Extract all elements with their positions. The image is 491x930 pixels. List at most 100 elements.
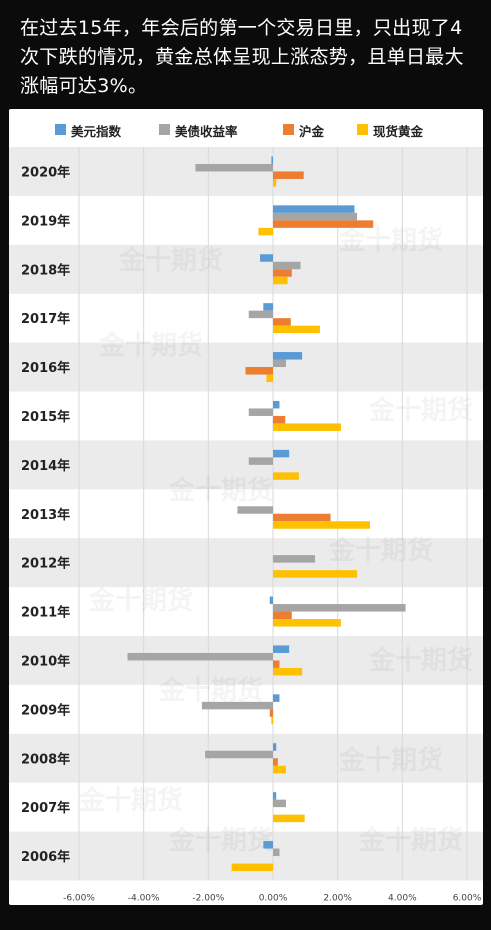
watermark-text: 金十期货 [328,535,433,566]
bar-沪金-2017年 [273,318,291,326]
bar-现货黄金-2018年 [273,276,288,285]
category-label: 2019年 [21,213,70,229]
bar-现货黄金-2009年 [271,716,273,725]
bar-美债收益率-2009年 [201,701,273,710]
bar-美元指数-2010年 [273,645,290,653]
watermark-text: 金十期货 [338,225,443,256]
bar-美元指数-2016年 [273,352,303,360]
category-label: 2007年 [21,800,70,816]
bar-现货黄金-2007年 [273,814,305,823]
bar-沪金-2011年 [273,611,292,620]
bar-美债收益率-2014年 [248,457,273,465]
watermark-text: 金十期货 [158,675,263,706]
bar-美元指数-2018年 [260,254,273,262]
bar-现货黄金-2011年 [273,619,341,627]
bar-美元指数-2011年 [269,596,273,605]
bar-美元指数-2015年 [273,400,280,409]
bar-美债收益率-2013年 [237,506,273,514]
x-tick-label: 4.00% [388,894,417,904]
bar-现货黄金-2017年 [273,325,320,334]
headline-text: 在过去15年，年会后的第一个交易日里，只出现了4次下跌的情况，黄金总体呈现上涨态… [20,17,464,97]
category-label: 2014年 [21,458,70,474]
bar-沪金-2015年 [273,415,286,424]
watermark-text: 金十期货 [168,475,273,506]
category-label: 2016年 [21,360,70,376]
category-label: 2020年 [21,164,70,180]
category-band [9,244,483,294]
bar-美元指数-2008年 [273,743,277,751]
watermark-text: 金十期货 [368,395,473,426]
bar-现货黄金-2015年 [273,423,341,431]
bar-美债收益率-2007年 [273,799,286,808]
legend-label: 现货黄金 [373,124,424,139]
bar-美债收益率-2018年 [273,261,301,270]
bar-现货黄金-2016年 [266,374,273,383]
bar-美债收益率-2019年 [273,212,358,221]
bar-现货黄金-2014年 [273,472,299,480]
bar-美债收益率-2017年 [248,310,273,319]
bar-美债收益率-2010年 [127,652,273,661]
category-label: 2008年 [21,751,70,767]
bar-美元指数-2014年 [273,449,290,458]
x-tick-label: 2.00% [323,894,352,904]
category-label: 2013年 [21,507,70,523]
chart-legend: 美元指数 美债收益率 沪金 现货黄金 [9,119,483,139]
bar-沪金-2018年 [273,269,292,277]
bar-美债收益率-2006年 [273,848,280,857]
bar-现货黄金-2008年 [273,765,286,774]
watermark-text: 金十期货 [358,825,463,856]
bar-美元指数-2017年 [263,303,273,311]
chart-card: 美元指数 美债收益率 沪金 现货黄金 金十期货 金十期货 金十期货 金十期货 金十期货 金十期货… [9,109,483,905]
watermark-text: 金十期货 [78,785,183,816]
bar-美元指数-2007年 [273,792,277,800]
legend-label: 美元指数 [71,124,122,139]
watermark-text: 金十期货 [98,330,203,361]
bar-美债收益率-2011年 [273,604,406,612]
watermark-text: 金十期货 [338,745,443,776]
x-tick-label: 6.00% [453,894,482,904]
bar-现货黄金-2012年 [273,570,358,578]
bar-现货黄金-2006年 [231,863,273,872]
bar-美元指数-2009年 [273,694,280,702]
category-label: 2018年 [21,262,70,278]
legend-swatch [357,124,368,135]
category-label: 2017年 [21,311,70,327]
bar-美债收益率-2012年 [273,555,316,563]
category-label: 2006年 [21,849,70,865]
bar-沪金-2009年 [269,709,273,717]
watermark-text: 金十期货 [88,585,193,616]
category-label: 2011年 [21,605,70,621]
bar-现货黄金-2020年 [273,178,277,187]
watermark-text: 金十期货 [168,825,273,856]
category-label: 2015年 [21,409,70,425]
bar-美元指数-2006年 [263,841,273,849]
category-band [9,440,483,490]
bar-现货黄金-2010年 [273,667,303,676]
bar-沪金-2020年 [273,171,304,179]
watermark-text: 金十期货 [368,645,473,676]
bar-沪金-2010年 [273,660,280,668]
bar-沪金-2019年 [273,220,374,228]
x-tick-label: 0.00% [259,894,288,904]
category-label: 2009年 [21,702,70,718]
bar-沪金-2013年 [273,513,331,522]
x-tick-label: -6.00% [63,894,95,904]
bar-美元指数-2019年 [273,205,355,213]
bar-美债收益率-2020年 [195,163,273,172]
legend-swatch [159,124,170,135]
legend-swatch [283,124,294,135]
bar-美债收益率-2015年 [248,408,273,416]
bar-沪金-2008年 [273,758,278,766]
category-label: 2010年 [21,653,70,669]
x-tick-label: -2.00% [192,894,224,904]
category-band [9,538,483,588]
category-label: 2012年 [21,556,70,572]
bar-chart: 金十期货金十期货金十期货金十期货金十期货金十期货金十期货金十期货金十期货金十期货… [9,147,483,904]
bar-沪金-2016年 [245,367,273,375]
bar-现货黄金-2013年 [273,521,370,529]
legend-label: 美债收益率 [175,124,238,139]
bar-美债收益率-2016年 [273,359,286,368]
bar-现货黄金-2019年 [258,227,273,236]
legend-label: 沪金 [299,124,325,139]
legend-swatch [55,124,66,135]
